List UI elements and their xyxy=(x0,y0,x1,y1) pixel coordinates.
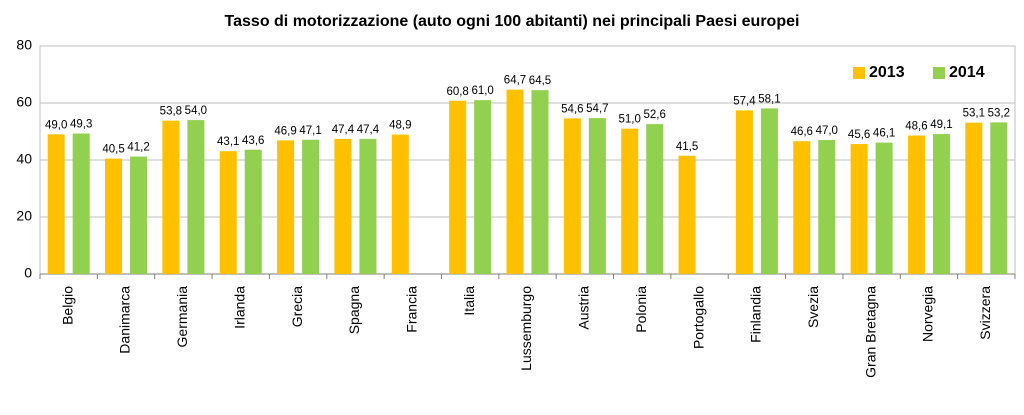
x-tick-label: Spagna xyxy=(346,286,362,334)
value-label: 40,5 xyxy=(102,144,124,156)
bar xyxy=(563,118,581,274)
x-tick-label: Gran Bretagna xyxy=(862,286,878,378)
bar xyxy=(359,138,377,274)
value-label: 57,4 xyxy=(733,95,756,107)
bar xyxy=(646,124,664,274)
bar xyxy=(334,138,352,274)
chart-title: Tasso di motorizzazione (auto ogni 100 a… xyxy=(225,13,800,30)
bar xyxy=(818,140,836,274)
value-label: 47,4 xyxy=(332,124,355,136)
value-label: 54,0 xyxy=(185,105,207,117)
x-tick-label: Svizzera xyxy=(977,286,993,340)
bar xyxy=(449,100,467,274)
value-label: 43,6 xyxy=(242,135,264,147)
value-label: 54,6 xyxy=(561,103,583,115)
value-label: 53,1 xyxy=(963,108,985,120)
value-label: 46,9 xyxy=(274,125,296,137)
bar xyxy=(130,156,148,274)
x-tick-label: Germania xyxy=(174,286,190,348)
bar xyxy=(965,122,983,274)
x-tick-label: Italia xyxy=(461,286,477,316)
value-label: 53,2 xyxy=(988,107,1010,119)
bar xyxy=(474,100,492,275)
bar xyxy=(162,120,180,274)
legend-swatch xyxy=(853,67,865,79)
value-label: 49,0 xyxy=(45,119,67,131)
bar xyxy=(277,140,295,274)
x-tick-label: Polonia xyxy=(633,286,649,333)
x-tick-label: Grecia xyxy=(289,286,305,327)
x-tick-label: Portogallo xyxy=(690,286,706,349)
bar xyxy=(793,141,811,274)
bar xyxy=(244,149,262,274)
value-label: 41,2 xyxy=(127,142,149,154)
x-tick-label: Irlanda xyxy=(231,286,247,329)
value-label: 43,1 xyxy=(217,136,239,148)
y-tick-label: 80 xyxy=(16,37,32,53)
y-tick-label: 40 xyxy=(16,151,32,167)
bar xyxy=(760,108,778,274)
value-label: 46,6 xyxy=(791,126,813,138)
x-tick-label: Francia xyxy=(403,286,419,333)
bar xyxy=(531,90,549,274)
x-tick-label: Austria xyxy=(576,286,592,330)
value-label: 54,7 xyxy=(586,103,608,115)
value-label: 46,1 xyxy=(873,128,895,140)
bar xyxy=(187,120,205,274)
bar xyxy=(72,133,90,274)
value-label: 49,3 xyxy=(70,119,92,131)
bar xyxy=(932,134,950,274)
value-label: 48,6 xyxy=(905,121,927,133)
value-label: 64,5 xyxy=(529,75,551,87)
bar xyxy=(678,155,696,274)
x-tick-label: Lussemburgo xyxy=(518,286,534,371)
bar xyxy=(391,134,409,274)
value-label: 47,1 xyxy=(299,125,321,137)
bar xyxy=(850,144,868,274)
legend-label: 2013 xyxy=(869,64,905,81)
value-label: 61,0 xyxy=(471,85,493,97)
y-tick-label: 0 xyxy=(24,265,32,281)
legend-swatch xyxy=(933,67,945,79)
value-label: 58,1 xyxy=(758,93,780,105)
bar xyxy=(735,110,753,274)
bar xyxy=(506,89,524,274)
bar xyxy=(907,135,925,274)
bar xyxy=(47,134,65,274)
value-label: 53,8 xyxy=(160,106,182,118)
x-tick-label: Danimarca xyxy=(117,286,133,354)
value-label: 48,9 xyxy=(389,120,411,132)
value-label: 51,0 xyxy=(619,114,641,126)
value-label: 47,0 xyxy=(816,125,838,137)
value-label: 47,4 xyxy=(357,124,380,136)
bar xyxy=(990,122,1008,274)
bar xyxy=(621,128,639,274)
x-tick-label: Svezia xyxy=(805,286,821,328)
value-label: 60,8 xyxy=(446,86,468,98)
value-label: 64,7 xyxy=(504,75,526,87)
bar xyxy=(302,139,320,274)
x-tick-label: Finlandia xyxy=(748,286,764,343)
bar xyxy=(219,151,237,274)
value-label: 41,5 xyxy=(676,141,698,153)
bar xyxy=(875,142,893,274)
legend-label: 2014 xyxy=(949,64,985,81)
x-tick-label: Belgio xyxy=(59,286,75,325)
value-label: 52,6 xyxy=(644,109,666,121)
value-label: 49,1 xyxy=(930,119,952,131)
x-tick-label: Norvegia xyxy=(920,286,936,342)
value-label: 45,6 xyxy=(848,129,870,141)
y-tick-label: 60 xyxy=(16,94,32,110)
bar xyxy=(588,118,606,274)
bar xyxy=(105,158,123,274)
y-tick-label: 20 xyxy=(16,208,32,224)
